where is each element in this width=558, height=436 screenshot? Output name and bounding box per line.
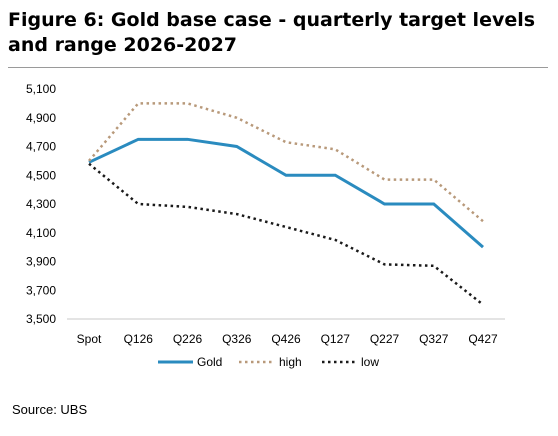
x-tick-label: Q426	[271, 332, 301, 346]
x-tick-label: Q427	[468, 332, 498, 346]
x-axis: Spot Q126 Q226 Q326 Q426 Q127 Q227 Q327 Q427	[67, 318, 505, 346]
y-tick-label: 3,500	[26, 312, 56, 326]
y-tick-label: 4,900	[26, 111, 56, 125]
x-tick-label: Q227	[370, 332, 400, 346]
x-tick-label: Q127	[321, 332, 351, 346]
y-tick-label: 4,500	[26, 168, 56, 182]
y-tick-label: 5,100	[26, 82, 56, 96]
y-tick-label: 4,700	[26, 140, 56, 154]
title-divider	[8, 67, 548, 68]
x-tick-label: Q126	[124, 332, 154, 346]
x-tick-label: Q326	[222, 332, 252, 346]
legend-label: Gold	[197, 355, 222, 369]
legend: Gold high low	[158, 355, 379, 369]
y-tick-label: 3,900	[26, 255, 56, 269]
y-axis: 3,500 3,700 3,900 4,100 4,300 4,500 4,700 4,900…	[26, 82, 56, 326]
figure-title: Figure 6: Gold base case - quarterly tar…	[8, 9, 536, 56]
y-tick-label: 4,100	[26, 226, 56, 240]
legend-label: low	[361, 355, 379, 369]
series-line-gold	[88, 137, 484, 249]
x-tick-label: Q226	[173, 332, 203, 346]
legend-label: high	[279, 355, 302, 369]
y-tick-label: 4,300	[26, 197, 56, 211]
series-lines	[88, 102, 484, 306]
x-tick-label: Q327	[419, 332, 449, 346]
series-line-high	[88, 102, 484, 223]
x-tick-label: Spot	[77, 332, 102, 346]
series-line-low	[88, 162, 484, 306]
source-note: Source: UBS	[12, 402, 88, 417]
y-tick-label: 3,700	[26, 283, 56, 297]
